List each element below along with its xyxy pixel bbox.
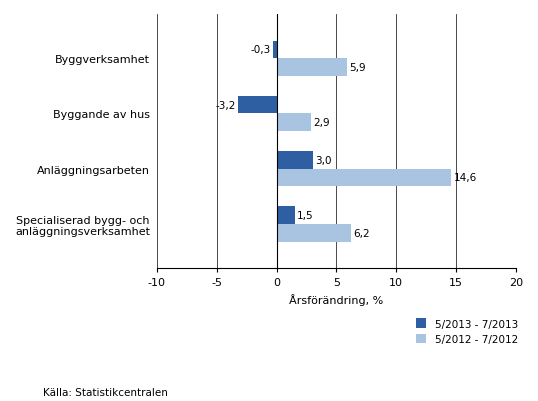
Bar [277, 224, 351, 242]
Text: 6,2: 6,2 [353, 228, 370, 238]
Bar [277, 152, 313, 169]
Bar [277, 207, 295, 224]
Bar [238, 97, 277, 114]
Bar [277, 114, 312, 132]
Text: Källa: Statistikcentralen: Källa: Statistikcentralen [43, 387, 168, 397]
Legend: 5/2013 - 7/2013, 5/2012 - 7/2012: 5/2013 - 7/2013, 5/2012 - 7/2012 [416, 319, 518, 344]
Bar [277, 169, 451, 187]
Text: -3,2: -3,2 [216, 100, 236, 110]
Text: 2,9: 2,9 [314, 118, 330, 128]
Text: 1,5: 1,5 [297, 211, 314, 221]
Bar [277, 59, 347, 77]
Text: 14,6: 14,6 [454, 173, 477, 183]
Text: 3,0: 3,0 [315, 156, 331, 165]
Text: -0,3: -0,3 [250, 45, 271, 55]
Text: 5,9: 5,9 [350, 63, 366, 73]
X-axis label: Årsförändring, %: Årsförändring, % [289, 293, 384, 305]
Bar [273, 41, 277, 59]
